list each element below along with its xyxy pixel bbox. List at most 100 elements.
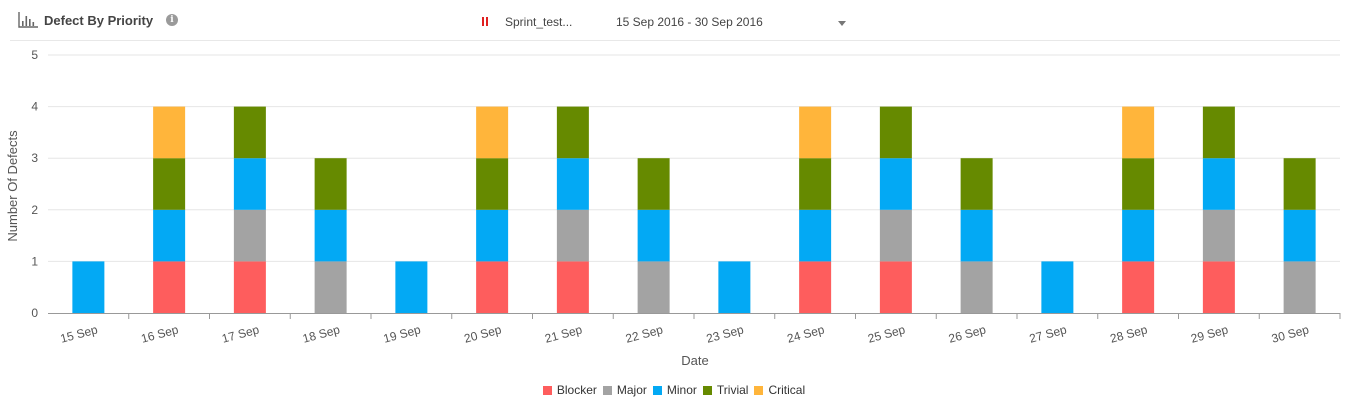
sprint-marker-icon [482,17,489,26]
x-tick-label: 18 Sep [301,322,342,345]
bar-segment-minor[interactable] [960,209,993,262]
x-axis-ticks: 15 Sep 16 Sep 17 Sep 18 Sep 19 Sep 20 Sep 21 S… [59,313,1341,346]
bar-segment-trivial[interactable] [1122,158,1155,210]
date-range[interactable]: 15 Sep 2016 - 30 Sep 2016 [616,15,763,29]
x-tick-label: 27 Sep [1028,322,1069,345]
bar-segment-minor[interactable] [879,158,912,210]
bar-segment-minor[interactable] [1041,261,1074,313]
bar-segment-critical[interactable] [799,106,832,159]
x-tick-label: 19 Sep [382,322,423,345]
x-tick-label: 29 Sep [1189,322,1230,345]
bar-segment-minor[interactable] [1122,209,1155,262]
bar-segment-blocker[interactable] [153,261,186,313]
legend-swatch [602,386,612,395]
bar-segment-trivial[interactable] [637,158,670,210]
x-tick-label: 21 Sep [543,322,584,345]
bar-segment-major[interactable] [556,209,589,262]
x-tick-label: 30 Sep [1270,322,1311,345]
bar-segment-blocker[interactable] [879,261,912,313]
bar-segment-blocker[interactable] [476,261,509,313]
x-tick-label: 28 Sep [1109,322,1150,345]
bar-segment-critical[interactable] [1122,106,1155,159]
legend-label: Critical [768,383,806,397]
legend-label: Trivial [716,383,749,397]
y-axis-label: Number Of Defects [5,130,20,242]
y-tick-label: 1 [31,254,38,268]
chart-legend: Blocker Major Minor Trivial Critical [0,383,1348,397]
x-tick-label: 17 Sep [220,322,261,345]
y-tick-label: 0 [31,306,38,320]
chart-header: Defect By Priority i Sprint_test... 15 S… [0,0,1348,42]
bar-group [72,106,1316,313]
y-tick-label: 5 [31,48,38,62]
bar-segment-major[interactable] [233,209,266,262]
bar-segment-trivial[interactable] [799,158,832,210]
y-tick-label: 3 [31,151,38,165]
legend-item-major[interactable]: Major [602,383,647,397]
x-axis-label: Date [681,353,708,368]
legend-label: Blocker [556,383,597,397]
bar-segment-trivial[interactable] [556,106,589,159]
legend-swatch [542,386,552,395]
bar-segment-blocker[interactable] [233,261,266,313]
info-icon[interactable]: i [166,14,178,26]
x-tick-label: 15 Sep [59,322,100,345]
bar-segment-trivial[interactable] [879,106,912,159]
bar-segment-critical[interactable] [476,106,509,159]
bar-segment-critical[interactable] [153,106,186,159]
sprint-name[interactable]: Sprint_test... [505,15,573,29]
legend-item-blocker[interactable]: Blocker [542,383,597,397]
x-tick-label: 25 Sep [866,322,907,345]
bar-segment-major[interactable] [1283,261,1316,313]
bar-segment-trivial[interactable] [153,158,186,210]
header-divider [10,40,1340,41]
y-tick-label: 2 [31,203,38,217]
bar-segment-blocker[interactable] [556,261,589,313]
bar-segment-trivial[interactable] [960,158,993,210]
bar-segment-major[interactable] [314,261,347,313]
legend-item-critical[interactable]: Critical [754,383,805,397]
chevron-down-icon[interactable] [838,21,846,26]
bar-segment-minor[interactable] [1202,158,1235,210]
bar-segment-minor[interactable] [637,209,670,262]
bar-segment-minor[interactable] [233,158,266,210]
bar-segment-trivial[interactable] [476,158,509,210]
bar-segment-blocker[interactable] [1122,261,1155,313]
x-tick-label: 20 Sep [463,322,504,345]
bar-segment-minor[interactable] [718,261,751,313]
bar-segment-trivial[interactable] [1202,106,1235,159]
bar-segment-major[interactable] [637,261,670,313]
bar-segment-minor[interactable] [476,209,509,262]
bar-segment-minor[interactable] [314,209,347,262]
chart-title: Defect By Priority [44,13,154,28]
bar-segment-major[interactable] [1202,209,1235,262]
legend-item-trivial[interactable]: Trivial [702,383,749,397]
bar-segment-minor[interactable] [556,158,589,210]
bar-segment-minor[interactable] [799,209,832,262]
bar-segment-blocker[interactable] [1202,261,1235,313]
y-tick-label: 4 [31,100,38,114]
x-tick-label: 22 Sep [624,322,665,345]
stacked-bar-chart: 0 1 2 3 4 5 15 Sep 16 Sep 17 Sep 18 Sep 19 Sep 20 … [5,48,1341,368]
bar-chart-icon [18,12,38,28]
bar-segment-major[interactable] [960,261,993,313]
legend-item-minor[interactable]: Minor [652,383,697,397]
bar-segment-minor[interactable] [72,261,105,313]
legend-label: Major [616,383,647,397]
bar-segment-minor[interactable] [153,209,186,262]
bar-segment-trivial[interactable] [1283,158,1316,210]
legend-label: Minor [666,383,697,397]
bar-segment-minor[interactable] [1283,209,1316,262]
legend-swatch [754,386,764,395]
bar-segment-major[interactable] [879,209,912,262]
bar-segment-trivial[interactable] [314,158,347,210]
bar-segment-blocker[interactable] [799,261,832,313]
x-tick-label: 26 Sep [947,322,988,345]
legend-swatch [702,386,712,395]
bar-segment-minor[interactable] [395,261,428,313]
x-tick-label: 16 Sep [140,322,181,345]
x-tick-label: 23 Sep [705,322,746,345]
bar-segment-trivial[interactable] [233,106,266,159]
x-tick-label: 24 Sep [786,322,827,345]
y-axis-ticks: 0 1 2 3 4 5 [31,48,38,320]
